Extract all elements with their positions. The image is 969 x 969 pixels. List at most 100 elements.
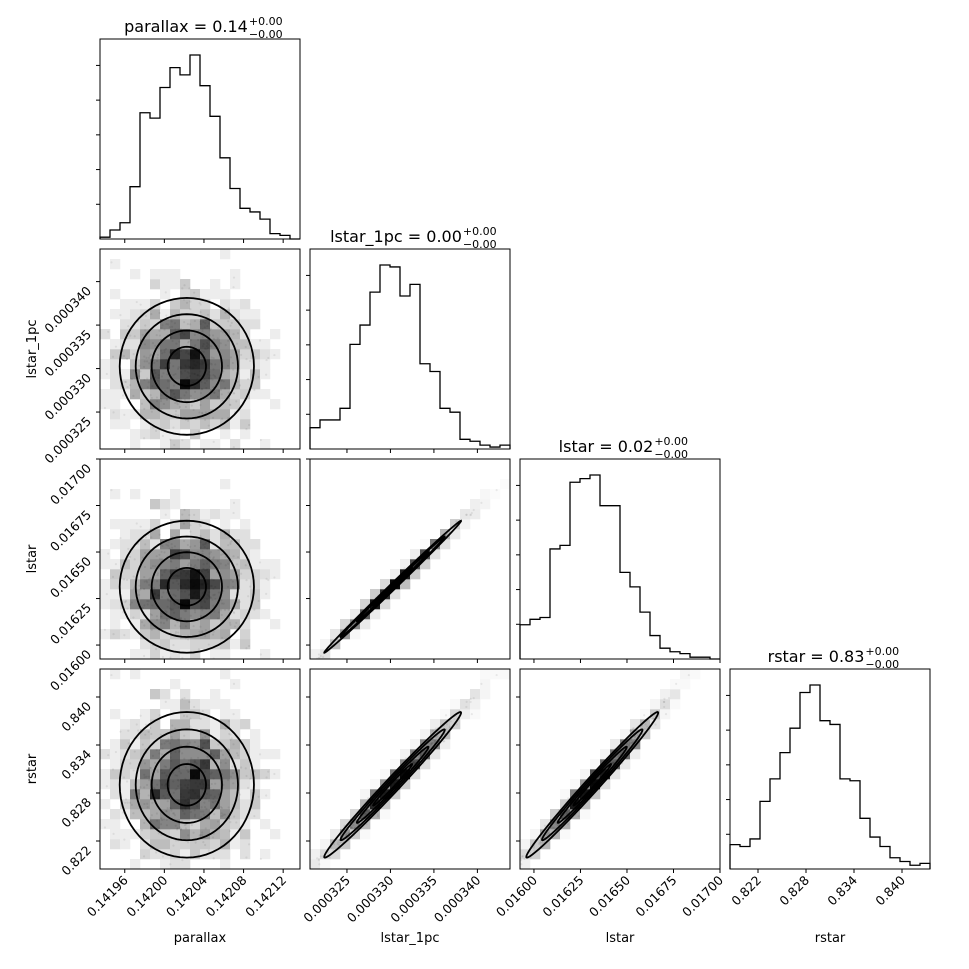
density-cell bbox=[240, 759, 251, 770]
sample-point bbox=[203, 761, 207, 765]
sample-point bbox=[197, 347, 200, 350]
sample-point bbox=[199, 540, 202, 544]
density-cell bbox=[110, 819, 121, 830]
sample-point bbox=[157, 594, 160, 597]
density-cell bbox=[240, 429, 251, 440]
sample-point bbox=[434, 727, 437, 730]
y-tick-label: 0.840 bbox=[58, 698, 94, 734]
density-cell bbox=[170, 839, 181, 850]
sample-point bbox=[159, 817, 163, 820]
density-cell bbox=[260, 349, 271, 360]
sample-point bbox=[130, 377, 133, 381]
density-cell bbox=[170, 619, 181, 630]
density-cell bbox=[200, 539, 211, 550]
sample-point bbox=[209, 794, 212, 797]
sample-point bbox=[176, 352, 179, 355]
density-cell bbox=[170, 649, 181, 659]
density-cell bbox=[170, 759, 181, 770]
sample-point bbox=[212, 630, 215, 633]
density-cell bbox=[160, 359, 171, 370]
density-cell bbox=[220, 589, 231, 600]
sample-point bbox=[186, 341, 190, 344]
sample-point bbox=[143, 355, 146, 358]
sample-point bbox=[193, 759, 196, 762]
sample-point bbox=[201, 746, 204, 750]
sample-point bbox=[144, 324, 147, 327]
sample-point bbox=[164, 366, 167, 370]
histogram-lstar bbox=[519, 474, 720, 660]
density-cell bbox=[150, 729, 161, 740]
sample-point bbox=[212, 368, 215, 371]
y-tick-label: 0.01600 bbox=[47, 647, 94, 694]
sample-point bbox=[197, 745, 201, 748]
sample-point bbox=[122, 354, 126, 358]
density-cell bbox=[350, 809, 361, 820]
density-cell bbox=[150, 819, 161, 830]
sample-point bbox=[202, 813, 206, 816]
sample-point bbox=[206, 741, 209, 744]
sample-point bbox=[229, 775, 233, 778]
sample-point bbox=[184, 364, 187, 367]
sample-point bbox=[122, 578, 126, 581]
sample-point bbox=[211, 598, 214, 601]
sample-point bbox=[207, 761, 210, 764]
sample-point bbox=[368, 807, 371, 810]
density-cell bbox=[130, 729, 141, 740]
sample-point bbox=[156, 359, 159, 362]
density-cell bbox=[240, 829, 251, 840]
sample-point bbox=[232, 511, 235, 515]
sample-point bbox=[432, 738, 435, 741]
sample-point bbox=[178, 405, 182, 409]
sample-point bbox=[209, 596, 212, 599]
density-cell bbox=[550, 819, 561, 830]
density-cell bbox=[180, 849, 191, 860]
sample-point bbox=[201, 783, 205, 786]
density-cell bbox=[100, 369, 111, 380]
sample-point bbox=[633, 735, 636, 738]
sample-point bbox=[209, 772, 212, 775]
density-cell bbox=[470, 699, 481, 710]
contour-line bbox=[134, 535, 239, 638]
sample-point bbox=[616, 754, 620, 757]
sample-point bbox=[224, 761, 227, 765]
sample-point bbox=[174, 328, 177, 331]
density-cell bbox=[160, 419, 171, 430]
density-cell bbox=[230, 359, 241, 370]
sample-point bbox=[103, 826, 107, 829]
sample-point bbox=[216, 617, 220, 620]
sample-point bbox=[187, 770, 190, 774]
sample-point bbox=[186, 371, 189, 374]
sample-point bbox=[174, 574, 177, 577]
density-cell bbox=[210, 629, 221, 640]
sample-point bbox=[182, 379, 185, 382]
density-cell bbox=[100, 819, 111, 830]
density-cell bbox=[470, 509, 481, 520]
density-cell bbox=[240, 789, 251, 800]
density-cell bbox=[240, 589, 251, 600]
sample-point bbox=[168, 768, 171, 771]
density-cell bbox=[130, 349, 141, 360]
density-cell bbox=[130, 569, 141, 580]
sample-point bbox=[194, 781, 197, 784]
density-cell bbox=[130, 719, 141, 730]
sample-point bbox=[545, 833, 548, 836]
sample-point bbox=[123, 838, 126, 841]
density-cell bbox=[140, 399, 151, 410]
density-cell bbox=[100, 599, 111, 610]
sample-point bbox=[150, 410, 153, 413]
sample-point bbox=[132, 769, 135, 772]
sample-point bbox=[119, 730, 122, 733]
sample-point bbox=[200, 363, 204, 366]
density-cell bbox=[250, 339, 261, 350]
sample-point bbox=[555, 821, 558, 824]
density-cell bbox=[190, 539, 201, 550]
sample-point bbox=[445, 723, 449, 726]
sample-point bbox=[469, 700, 472, 704]
density-cell bbox=[610, 749, 621, 760]
y-axis-label-rstar: rstar bbox=[25, 753, 40, 784]
sample-point bbox=[184, 574, 187, 577]
sample-point bbox=[313, 665, 315, 667]
histogram-rstar bbox=[729, 684, 931, 869]
sample-point bbox=[157, 797, 160, 800]
sample-point bbox=[196, 591, 199, 594]
